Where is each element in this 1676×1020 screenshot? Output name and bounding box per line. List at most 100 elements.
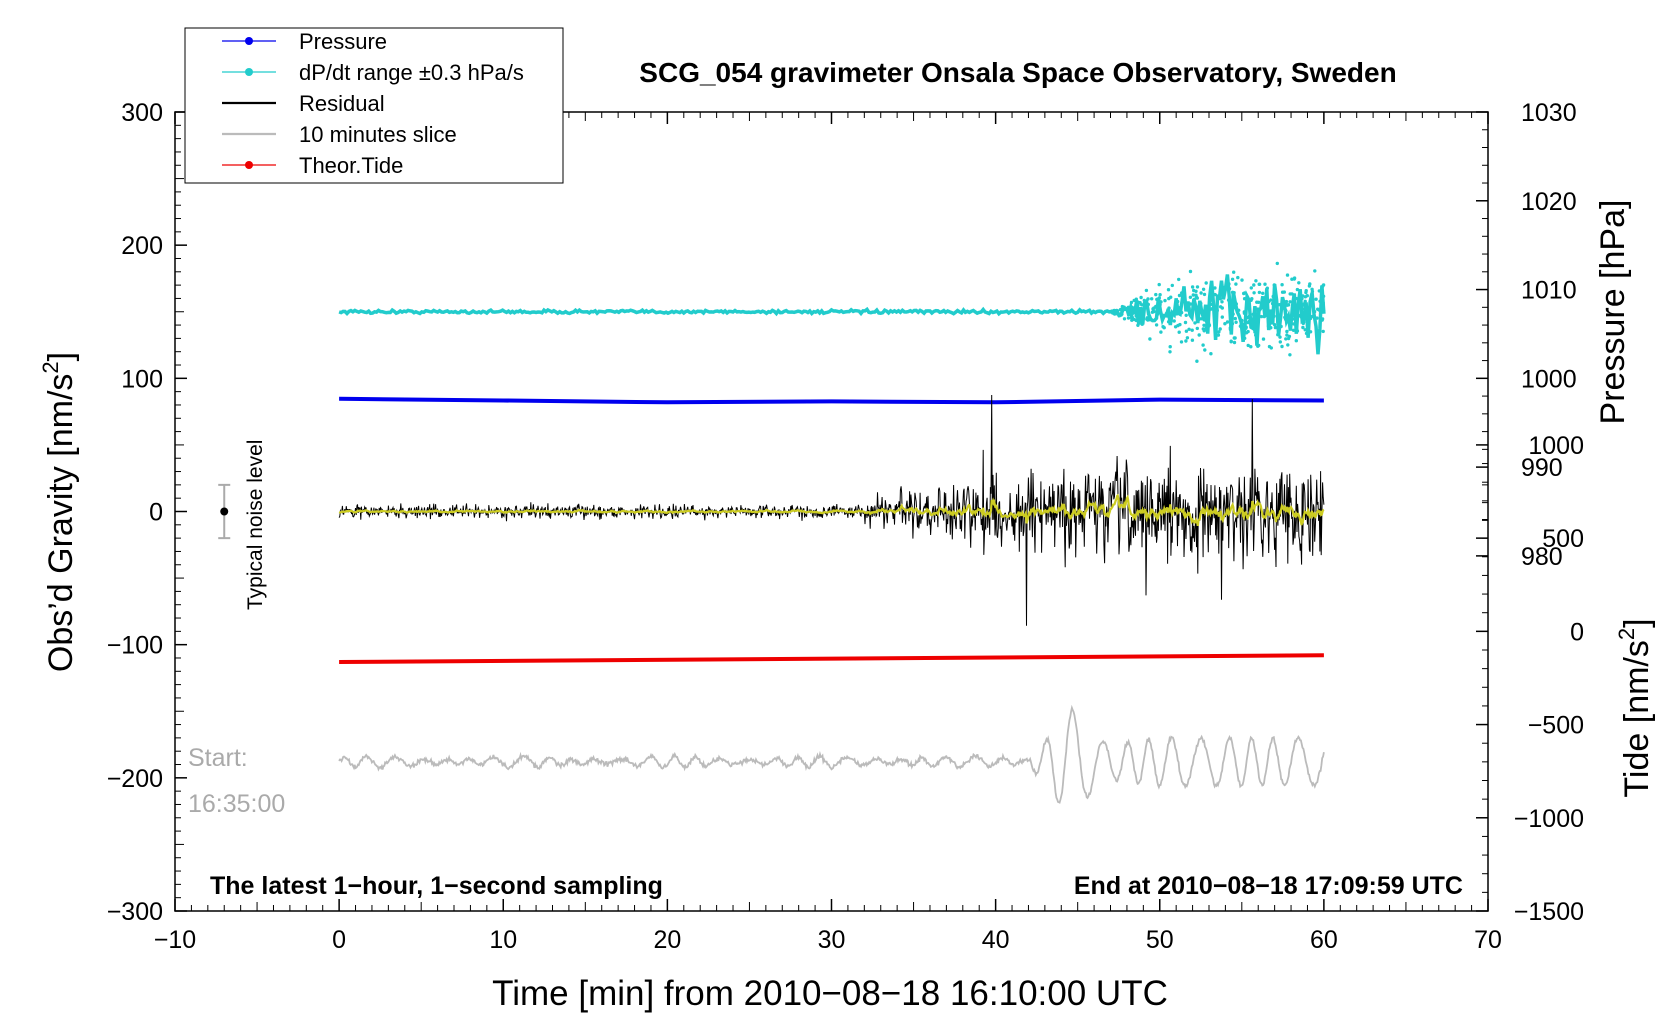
- dpdt-point: [1274, 299, 1278, 304]
- dpdt-point: [1297, 281, 1301, 285]
- dpdt-point: [1130, 318, 1134, 322]
- dpdt-point: [1251, 318, 1255, 322]
- dpdt-point: [1172, 319, 1176, 323]
- dpdt-point: [1188, 295, 1193, 299]
- dpdt-point: [1276, 320, 1280, 324]
- right-axis-ticks: 103010201010100099098010005000−500−1000−…: [1476, 99, 1584, 926]
- dpdt-point: [1232, 270, 1236, 274]
- dpdt-point: [1301, 294, 1305, 298]
- chart-title: SCG_054 gravimeter Onsala Space Observat…: [639, 57, 1396, 88]
- dpdt-point: [1301, 321, 1306, 326]
- legend-label: Residual: [299, 91, 385, 116]
- dpdt-point: [1304, 290, 1308, 295]
- dpdt-point: [1196, 317, 1201, 322]
- dpdt-point: [1164, 311, 1169, 316]
- dpdt-point: [1209, 352, 1213, 356]
- dpdt-point: [1255, 320, 1260, 324]
- dpdt-point: [1140, 303, 1144, 307]
- dpdt-point: [1167, 306, 1171, 310]
- dpdt-point: [1146, 312, 1151, 316]
- dpdt-point: [1150, 297, 1154, 301]
- dpdt-point: [1286, 303, 1291, 307]
- y-tide-tick-label: 1000: [1528, 432, 1584, 460]
- dpdt-point: [1242, 297, 1247, 301]
- dpdt-point: [1144, 302, 1148, 306]
- dpdt-point: [1243, 291, 1247, 295]
- dpdt-point: [1295, 287, 1300, 292]
- y-left-tick-label: 300: [121, 99, 163, 127]
- dpdt-point: [1190, 285, 1195, 289]
- dpdt-point: [1321, 294, 1326, 298]
- dpdt-point: [1155, 297, 1159, 302]
- dpdt-point: [1154, 292, 1158, 297]
- tide-axis-label-text: Tide [nm/s: [1618, 640, 1656, 797]
- dpdt-point: [1154, 323, 1159, 327]
- dpdt-point: [1304, 331, 1309, 336]
- dpdt-point: [1262, 300, 1266, 305]
- dpdt-point: [1233, 336, 1237, 340]
- dpdt-point: [1294, 339, 1299, 343]
- dpdt-point: [1279, 324, 1283, 329]
- dpdt-point: [1261, 291, 1265, 295]
- dpdt-point: [1300, 310, 1305, 315]
- dpdt-point: [1314, 297, 1318, 301]
- series-10-minutes-slice: [338, 704, 1325, 804]
- dpdt-point: [1204, 281, 1208, 285]
- dpdt-point: [1195, 326, 1200, 331]
- dpdt-point: [1299, 315, 1303, 319]
- dpdt-point: [1188, 269, 1193, 274]
- dpdt-point: [1209, 302, 1213, 306]
- dpdt-point: [1148, 318, 1152, 322]
- dpdt-point: [1230, 277, 1235, 281]
- dpdt-point: [1307, 306, 1311, 311]
- dpdt-point: [1144, 288, 1149, 293]
- dpdt-point: [1136, 323, 1140, 327]
- legend-label: 10 minutes slice: [299, 122, 457, 147]
- dpdt-point: [1218, 327, 1222, 331]
- dpdt-point: [1262, 314, 1267, 319]
- dpdt-point: [1220, 315, 1225, 319]
- dpdt-point: [1202, 323, 1206, 327]
- dpdt-point: [1227, 282, 1231, 286]
- dpdt-point: [1285, 329, 1289, 334]
- dpdt-point: [1157, 296, 1162, 300]
- dpdt-point: [1168, 315, 1172, 319]
- dpdt-point: [1308, 282, 1312, 286]
- dpdt-point: [1234, 320, 1238, 324]
- dpdt-point: [1185, 336, 1190, 340]
- dpdt-point: [1310, 287, 1314, 291]
- dpdt-point: [1179, 310, 1184, 315]
- dpdt-point: [1195, 285, 1200, 289]
- dpdt-point: [1272, 314, 1276, 318]
- dpdt-point: [1184, 313, 1188, 317]
- dpdt-point: [1199, 291, 1203, 295]
- left-axis-label: Obs’d Gravity [nm/s2]: [38, 352, 80, 672]
- legend-marker: [245, 37, 253, 45]
- dpdt-point: [1226, 286, 1231, 290]
- dpdt-point: [1294, 296, 1299, 301]
- x-tick-label: 50: [1146, 926, 1174, 954]
- dpdt-point: [1259, 314, 1264, 319]
- dpdt-point: [1200, 310, 1204, 315]
- dpdt-point: [1243, 336, 1247, 340]
- dpdt-point: [1281, 304, 1286, 308]
- x-axis-label: Time [min] from 2010−08−18 16:10:00 UTC: [492, 974, 1168, 1013]
- y-left-tick-label: 200: [121, 232, 163, 260]
- dpdt-point: [1139, 295, 1143, 300]
- dpdt-point: [1288, 353, 1292, 357]
- tide-axis-label-group: Tide [nm/s2]: [1614, 618, 1656, 797]
- dpdt-point: [1168, 345, 1172, 349]
- dpdt-point: [1246, 343, 1250, 348]
- dpdt-point: [1190, 338, 1195, 342]
- dpdt-point: [1234, 282, 1238, 286]
- dpdt-point: [1201, 327, 1206, 331]
- dpdt-point: [1134, 314, 1138, 318]
- dpdt-point: [1288, 321, 1292, 325]
- dpdt-point: [1240, 318, 1244, 323]
- dpdt-point: [1129, 300, 1134, 305]
- dpdt-point: [1166, 320, 1171, 324]
- tide-axis-label: Tide [nm/s2]: [1614, 618, 1656, 797]
- series-pressure: [339, 396, 1324, 405]
- dpdt-point: [1194, 293, 1198, 297]
- y-tide-tick-label: 0: [1570, 618, 1584, 646]
